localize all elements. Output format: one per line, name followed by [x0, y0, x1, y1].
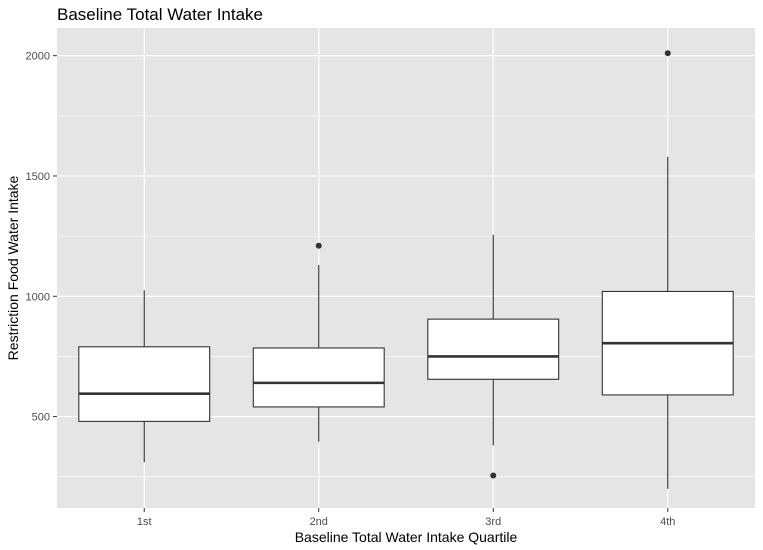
box-1st [78, 290, 211, 463]
axis-ticks: 500 1000 1500 2000 1st 2nd 3rd 4th [26, 51, 676, 528]
outlier-point [315, 242, 322, 249]
y-tick-label: 1500 [26, 171, 50, 183]
box-series [78, 50, 734, 489]
chart-title: Baseline Total Water Intake [57, 5, 263, 24]
y-axis-title: Restriction Food Water Intake [5, 175, 21, 360]
iqr-box [78, 346, 211, 422]
box-3rd [427, 234, 560, 479]
iqr-box [252, 347, 385, 408]
x-axis-title: Baseline Total Water Intake Quartile [295, 529, 518, 545]
x-tick-label: 1st [137, 516, 152, 528]
x-tick-label: 2nd [310, 516, 328, 528]
x-tick-label: 4th [660, 516, 675, 528]
plot-panel [57, 28, 755, 508]
box-4th [601, 50, 734, 489]
box-2nd [252, 242, 385, 442]
outlier-point [664, 50, 671, 57]
y-tick-label: 1000 [26, 291, 50, 303]
y-tick-label: 500 [32, 412, 50, 424]
iqr-box [427, 318, 560, 380]
outlier-point [490, 472, 497, 479]
x-tick-label: 3rd [485, 516, 501, 528]
y-tick-label: 2000 [26, 51, 50, 63]
